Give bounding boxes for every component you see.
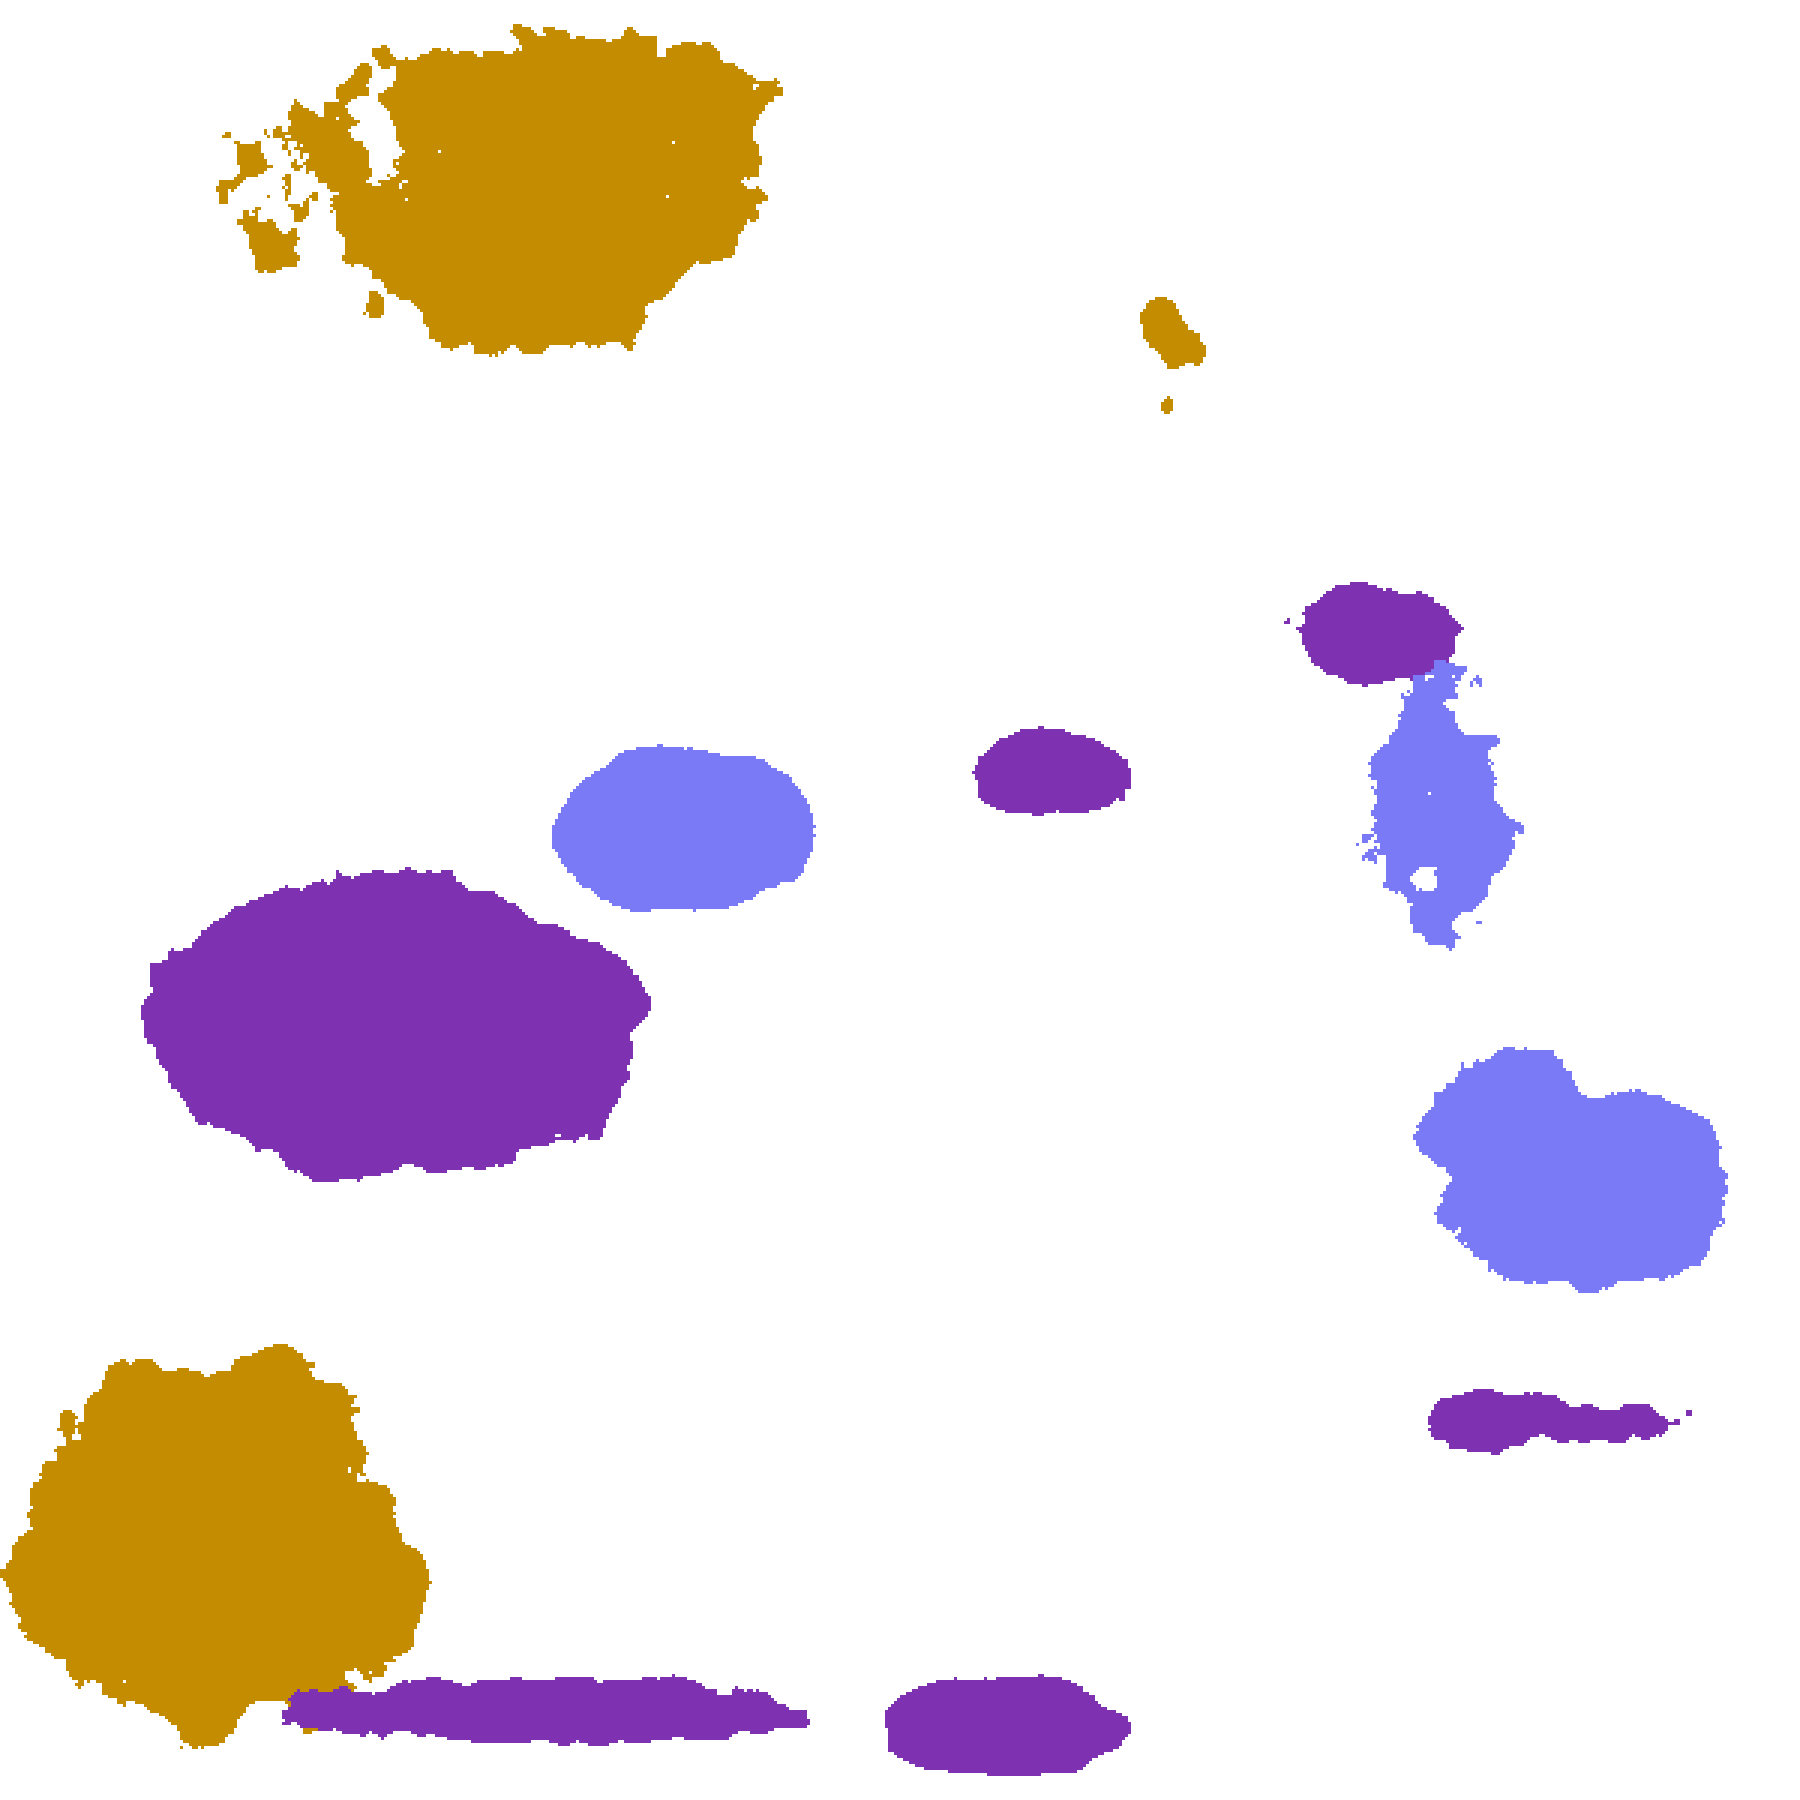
cloud-classification-image [0, 0, 1800, 1800]
satellite-map [0, 0, 1800, 1800]
